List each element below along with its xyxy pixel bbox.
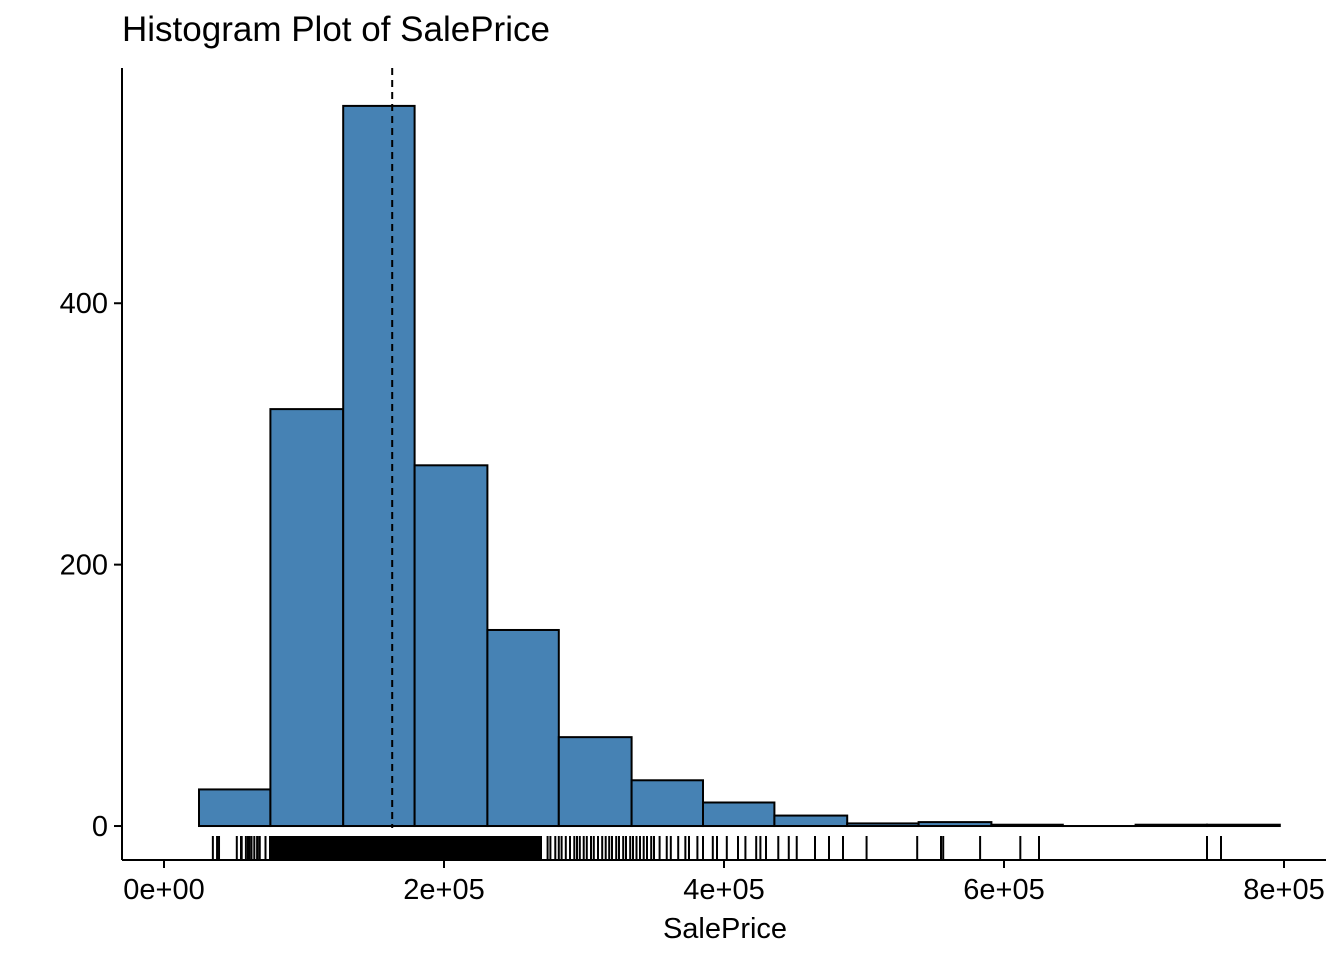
histogram-bar-5 [557,736,633,828]
x-tick-label-3: 6e+05 [963,874,1044,906]
histogram-bar-1 [269,408,345,828]
histogram-bar-11 [990,823,1064,828]
rug-dense-region [269,836,542,860]
x-tick-label-0: 0e+00 [123,874,204,906]
chart-title: Histogram Plot of SalePrice [122,10,550,49]
histogram-bar-2 [342,104,416,828]
histogram-bar-8 [773,814,849,828]
axes: 0 200 400 0e+00 2e+05 4e+05 6e+05 8e+05 [60,68,1326,906]
histogram-bar-4 [486,628,560,828]
histogram-bar-6 [630,779,704,828]
histogram-bar-3 [413,464,489,828]
x-tick-label-4: 8e+05 [1243,874,1324,906]
histogram-bars [198,104,1281,828]
histogram-bar-10 [917,821,993,828]
y-tick-label-1: 200 [60,550,108,582]
histogram-bar-9 [846,822,920,828]
x-tick-label-2: 4e+05 [683,874,764,906]
histogram-bar-13 [1134,823,1208,828]
histogram-bar-14 [1206,823,1281,828]
y-tick-label-0: 0 [92,811,108,843]
y-tick-label-2: 400 [60,288,108,320]
histogram-bar-7 [702,801,776,828]
histogram-bar-0 [198,788,272,828]
x-tick-label-1: 2e+05 [403,874,484,906]
rug-marks [211,836,1222,860]
x-axis-title: SalePrice [663,913,787,945]
